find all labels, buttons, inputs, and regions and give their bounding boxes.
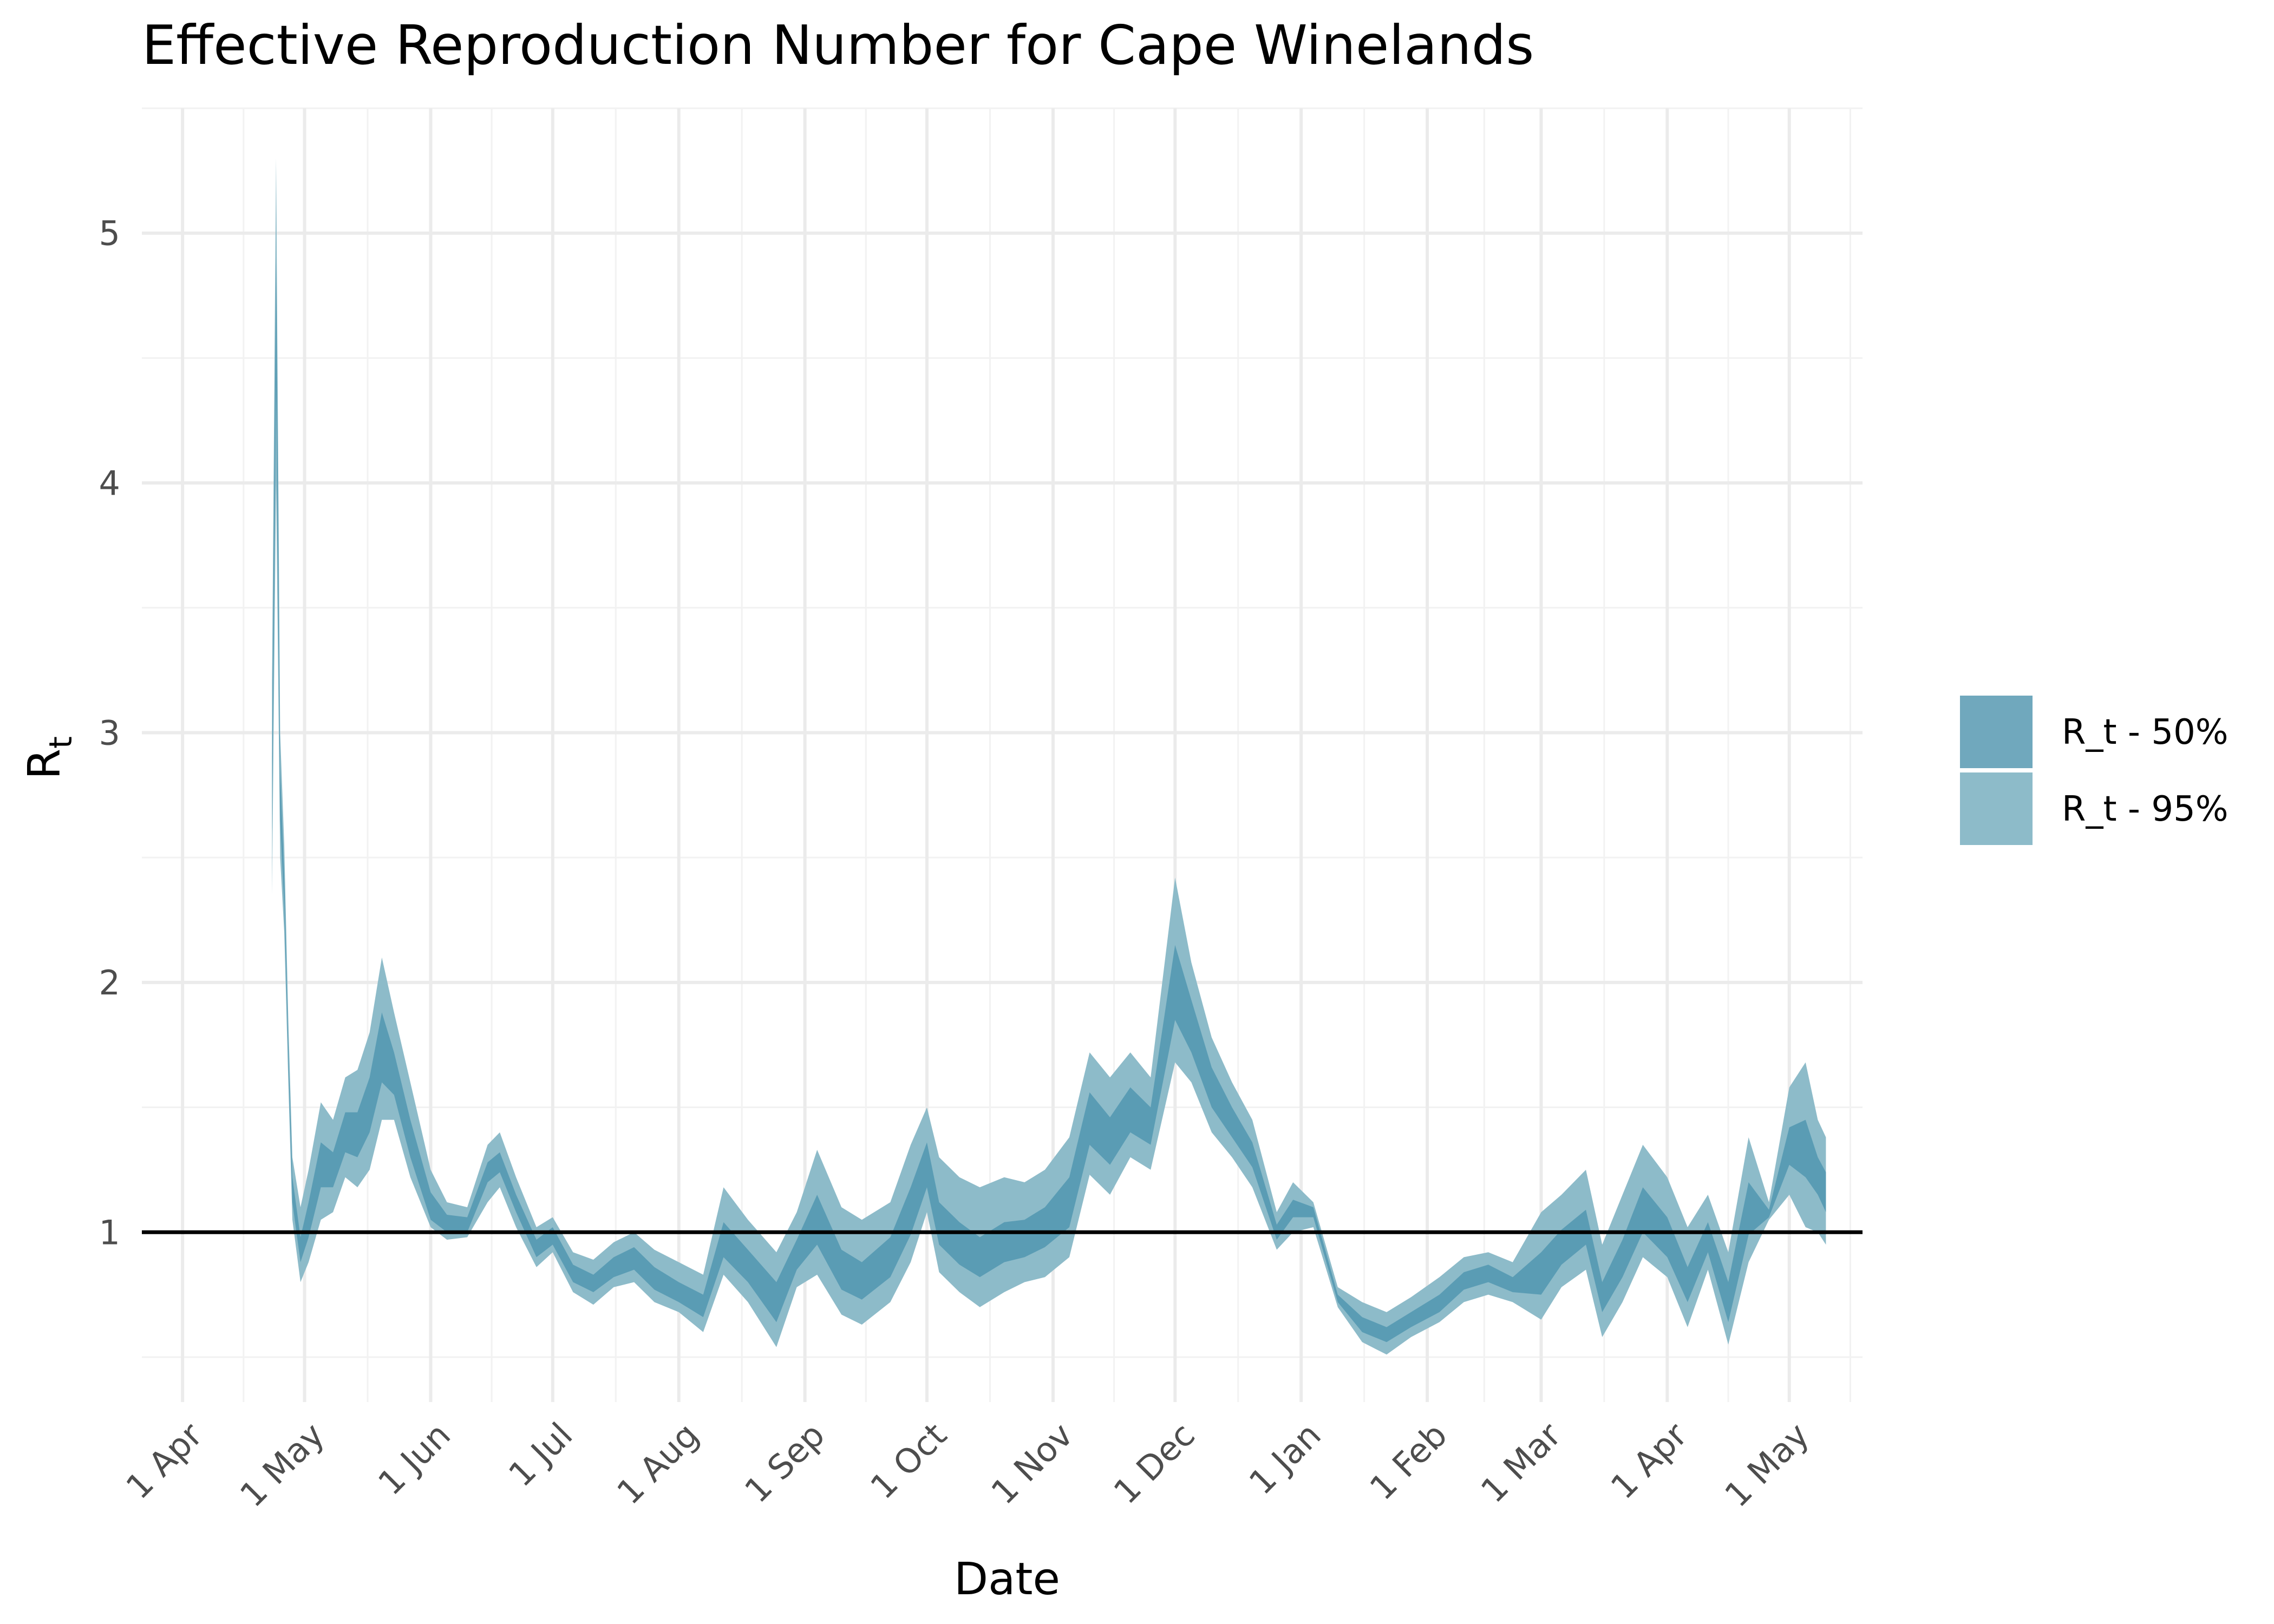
y-axis-title-main: R <box>19 749 70 780</box>
legend-label: R_t - 95% <box>2062 789 2229 829</box>
x-tick-label: 1 Feb <box>1362 1415 1455 1508</box>
x-tick-label: 1 Oct <box>862 1415 954 1507</box>
y-tick-label: 1 <box>99 1213 120 1252</box>
x-tick-label: 1 Apr <box>118 1415 210 1507</box>
ribbon-bands <box>272 158 1826 1355</box>
x-tick-label: 1 Sep <box>737 1415 832 1510</box>
y-tick-label: 4 <box>99 463 120 503</box>
x-tick-label: 1 Jun <box>370 1415 458 1503</box>
x-axis-tick-labels: 1 Apr 1 May 1 Jun 1 Jul 1 Aug 1 Sep 1 Oct 1 Nov… <box>118 1415 1816 1515</box>
y-tick-label: 5 <box>99 214 120 253</box>
chart-title: Effective Reproduction Number for Cape W… <box>142 14 1534 77</box>
x-axis-title: Date <box>954 1554 1060 1605</box>
x-tick-label: 1 Aug <box>609 1415 706 1512</box>
x-tick-label: 1 Apr <box>1603 1415 1695 1507</box>
legend-label: R_t - 50% <box>2062 712 2229 752</box>
x-tick-label: 1 Nov <box>983 1415 1080 1512</box>
x-tick-label: 1 Jan <box>1241 1415 1329 1502</box>
x-tick-label: 1 May <box>1717 1415 1816 1515</box>
legend-swatch <box>1960 772 2033 845</box>
y-axis-tick-labels: 1 2 3 4 5 <box>99 214 120 1253</box>
x-tick-label: 1 Jul <box>501 1415 580 1494</box>
y-tick-label: 3 <box>99 713 120 752</box>
x-tick-label: 1 May <box>232 1415 332 1515</box>
x-tick-label: 1 Dec <box>1106 1415 1203 1511</box>
x-tick-label: 1 Mar <box>1473 1415 1569 1511</box>
legend-swatch <box>1960 696 2033 768</box>
y-axis-title: Rt <box>19 736 79 780</box>
y-tick-label: 2 <box>99 963 120 1003</box>
legend: R_t - 50% R_t - 95% <box>1960 696 2229 845</box>
y-axis-title-subscript: t <box>42 736 79 749</box>
